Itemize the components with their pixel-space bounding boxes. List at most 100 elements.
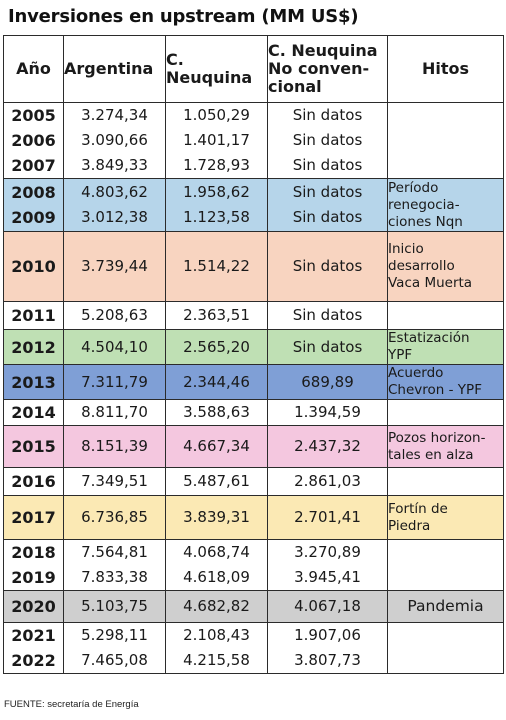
no-convencional-cell-value: 1.394,59 [294,403,361,421]
argentina-cell: 3.739,44 [63,231,166,302]
hito-line: tales en alza [388,446,474,463]
year-cell-value: 2018 [11,543,56,562]
year-cell-value: 2020 [11,597,56,616]
no-convencional-cell-value: 3.270,89 [294,543,361,561]
table-row: 2010 3.739,44 1.514,22 Sin datos Inicio desar… [3,231,504,302]
year-cell-value: 2014 [11,403,56,422]
argentina-cell-value: 5.103,75 [81,597,148,615]
year-cell-value: 2015 [11,437,56,456]
neuquina-cell-value: 4.215,58 [183,651,250,669]
table-header-row: Año Argentina C. Neuquina C. Neuquina No… [3,35,504,103]
header-no-convencional-line1: C. Neuquina [268,41,378,60]
year-cell: 2020 [3,590,64,623]
argentina-cell-value: 3.274,34 [81,106,148,124]
investment-table: Año Argentina C. Neuquina C. Neuquina No… [3,35,504,674]
hito-cell: Pandemia [387,590,504,623]
no-convencional-cell: 4.067,18 [267,590,388,623]
hito-cell [387,102,504,179]
neuquina-cell-value: 5.487,61 [183,472,250,490]
neuquina-cell: 1.050,29 1.401,17 1.728,93 [165,102,268,179]
argentina-cell: 3.274,34 3.090,66 3.849,33 [63,102,166,179]
table-row: 2021 2022 5.298,11 7.465,08 2.108,43 4.215,58… [3,622,504,674]
year-cell-value: 2009 [11,208,56,227]
year-cell-value: 2007 [11,156,56,175]
hito-cell: Acuerdo Chevron - YPF [387,364,504,400]
hito-cell [387,467,504,496]
argentina-cell-value: 5.298,11 [81,626,148,644]
no-convencional-cell: 2.701,41 [267,495,388,540]
hito-line: Pozos horizon- [388,429,486,446]
table-row: 2012 4.504,10 2.565,20 Sin datos Estatizació… [3,329,504,365]
argentina-cell-value: 3.012,38 [81,208,148,226]
no-convencional-cell-value: 2.701,41 [294,508,361,526]
year-cell-value: 2017 [11,508,56,527]
neuquina-cell-value: 2.344,46 [183,372,250,391]
header-no-convencional-line2: No conven- [268,59,370,78]
neuquina-cell-value: 1.728,93 [183,156,250,174]
neuquina-cell-value: 4.068,74 [183,543,250,561]
no-convencional-cell-value: Sin datos [292,106,363,124]
hito-line: Estatización [388,330,470,346]
hito-cell: Estatización YPF [387,329,504,365]
table-body: 2005 2006 2007 3.274,34 3.090,66 3.849,33 1.05… [3,102,504,674]
neuquina-cell: 2.108,43 4.215,58 [165,622,268,674]
year-cell: 2013 [3,364,64,400]
no-convencional-cell-value: Sin datos [292,257,363,275]
neuquina-cell: 2.344,46 [165,364,268,400]
header-year: Año [3,35,64,103]
hito-cell: Período renegocia-ciones Nqn [387,178,504,232]
neuquina-cell: 5.487,61 [165,467,268,496]
no-convencional-cell: Sin datos Sin datos [267,178,388,232]
hito-line: Fortín de [388,500,448,517]
header-hitos: Hitos [387,35,504,103]
table-row: 2011 5.208,63 2.363,51 Sin datos [3,301,504,330]
year-cell-value: 2019 [11,568,56,587]
hito-cell [387,301,504,330]
header-no-convencional: C. Neuquina No conven- cional [267,35,388,103]
no-convencional-cell: 689,89 [267,364,388,400]
neuquina-cell-value: 1.514,22 [183,257,250,275]
no-convencional-cell: Sin datos [267,231,388,302]
neuquina-cell: 4.682,82 [165,590,268,623]
year-cell-value: 2010 [11,257,56,276]
year-cell: 2017 [3,495,64,540]
no-convencional-cell-value: 2.437,32 [294,437,361,455]
argentina-cell-value: 3.849,33 [81,156,148,174]
year-cell: 2014 [3,399,64,426]
hito-line: Piedra [388,517,431,534]
hito-line: Vaca Muerta [388,275,473,291]
argentina-cell: 4.803,62 3.012,38 [63,178,166,232]
year-cell: 2012 [3,329,64,365]
argentina-cell-value: 8.151,39 [81,437,148,455]
no-convencional-cell-value: 3.807,73 [294,651,361,669]
table-row: 2005 2006 2007 3.274,34 3.090,66 3.849,33 1.05… [3,102,504,179]
no-convencional-cell-value: 3.945,41 [294,568,361,586]
hito-cell: Fortín de Piedra [387,495,504,540]
year-cell-value: 2016 [11,472,56,491]
neuquina-cell-value: 3.588,63 [183,403,250,421]
year-cell: 2010 [3,231,64,302]
hito-line: YPF [388,347,413,363]
neuquina-cell: 2.363,51 [165,301,268,330]
header-cuenca-neuquina: C. Neuquina [165,35,268,103]
argentina-cell-value: 4.504,10 [81,337,148,356]
neuquina-cell: 1.514,22 [165,231,268,302]
header-cuenca-neuquina-line2: Neuquina [166,68,253,87]
argentina-cell-value: 7.349,51 [81,472,148,490]
neuquina-cell: 4.068,74 4.618,09 [165,539,268,591]
neuquina-cell-value: 1.958,62 [183,183,250,201]
argentina-cell: 5.103,75 [63,590,166,623]
year-cell: 2016 [3,467,64,496]
no-convencional-cell-value: 689,89 [301,372,354,391]
no-convencional-cell: Sin datos [267,329,388,365]
hito-cell: Inicio desarrollo Vaca Muerta [387,231,504,302]
argentina-cell-value: 4.803,62 [81,183,148,201]
argentina-cell-value: 3.090,66 [81,131,148,149]
argentina-cell-value: 6.736,85 [81,508,148,526]
year-cell-value: 2008 [11,183,56,202]
source-note: FUENTE: secretaría de Energía [4,699,139,710]
hito-line: Acuerdo [388,365,444,381]
no-convencional-cell-value: 4.067,18 [294,597,361,615]
no-convencional-cell-value: Sin datos [292,306,363,324]
year-cell: 2021 2022 [3,622,64,674]
